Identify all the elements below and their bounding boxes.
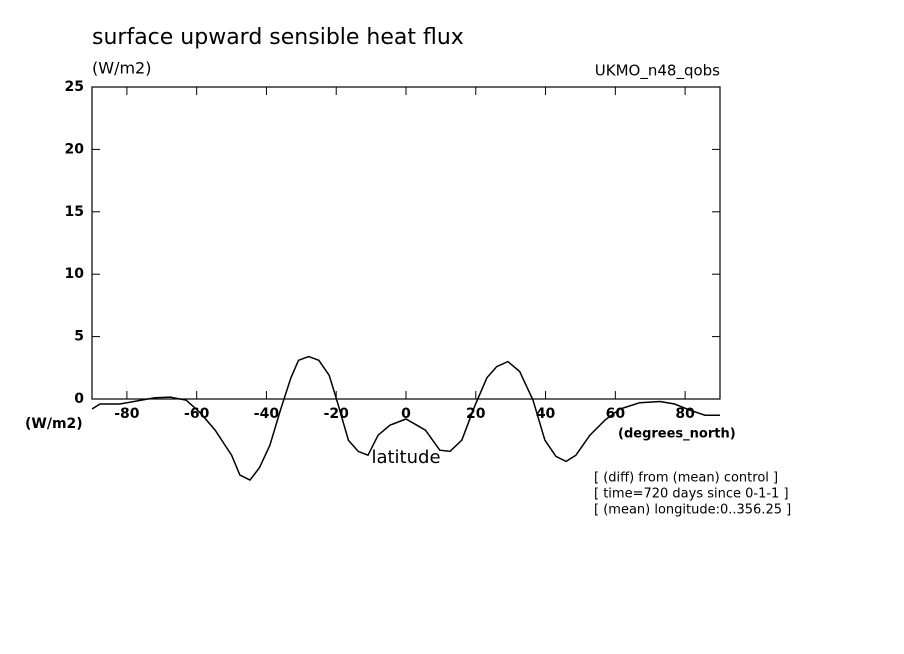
y-tick-label: 5 bbox=[74, 329, 84, 345]
x-tick-label: 40 bbox=[536, 406, 556, 422]
x-tick-label: -20 bbox=[324, 406, 350, 422]
y-units: (W/m2) bbox=[25, 416, 83, 432]
y-tick-label: 20 bbox=[65, 141, 85, 157]
x-axis-label: latitude bbox=[371, 447, 440, 468]
y-units: (W/m2) bbox=[92, 59, 151, 78]
note: [ time=720 days since 0-1-1 ] bbox=[594, 487, 789, 502]
chart-title: surface upward sensible heat flux bbox=[92, 25, 464, 50]
note: [ (mean) longitude:0..356.25 ] bbox=[594, 503, 791, 518]
note: [ (diff) from (mean) control ] bbox=[594, 471, 778, 486]
y-tick-label: 15 bbox=[65, 204, 84, 220]
x-tick-label: -40 bbox=[254, 406, 280, 422]
plot-frame bbox=[91, 86, 721, 400]
x-tick-label: 60 bbox=[606, 406, 626, 422]
y-tick-label: 10 bbox=[65, 266, 85, 282]
x-units: (degrees_north) bbox=[618, 427, 736, 442]
dataset-label: UKMO_n48_qobs bbox=[595, 62, 720, 81]
x-tick-label: -80 bbox=[114, 406, 140, 422]
y-tick-label: 25 bbox=[65, 79, 84, 95]
y-tick-label: 0 bbox=[74, 391, 84, 407]
x-tick-label: -60 bbox=[184, 406, 210, 422]
x-tick-label: 0 bbox=[401, 406, 411, 422]
data-line bbox=[91, 355, 720, 482]
